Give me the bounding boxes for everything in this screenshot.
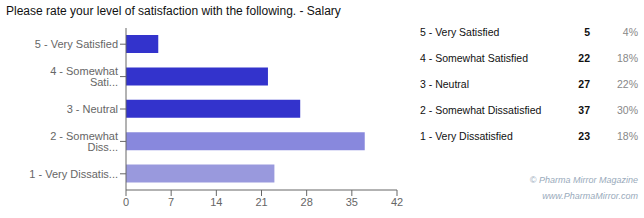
html-text:1 - Very Dissatisfied: 1 - Very Dissatisfied [420,130,513,142]
svg-text:21: 21 [255,196,267,208]
svg-text:0: 0 [123,196,129,208]
html-text:5: 5 [584,26,590,38]
svg-text:28: 28 [301,196,313,208]
html-text:18%: 18% [617,52,638,64]
svg-text:35: 35 [346,196,358,208]
html-text:© Pharma Mirror Magazine: © Pharma Mirror Magazine [529,175,638,185]
html-text:5 - Very Satisfied: 5 - Very Satisfied [420,26,500,38]
svg-text:3 - Neutral: 3 - Neutral [67,103,118,115]
html-text:23: 23 [578,130,590,142]
svg-text:2 - SomewhatDiss...: 2 - SomewhatDiss... [50,130,118,153]
html-text:www.PharmaMirror.com: www.PharmaMirror.com [542,191,638,201]
html-text:4 - Somewhat Satisfied: 4 - Somewhat Satisfied [420,52,528,64]
html-text:18%: 18% [617,130,638,142]
html-text:3 - Neutral: 3 - Neutral [420,78,469,90]
html-text:37: 37 [578,104,590,116]
html-text:2 - Somewhat Dissatisfied: 2 - Somewhat Dissatisfied [420,104,542,116]
html-text:4%: 4% [622,26,638,38]
svg-text:5 - Very Satisfied: 5 - Very Satisfied [35,38,118,50]
html-text:30%: 30% [617,104,638,116]
svg-text:1 - Very Dissatis...: 1 - Very Dissatis... [29,168,118,180]
html-text:22%: 22% [617,78,638,90]
svg-text:4 - SomewhatSati...: 4 - SomewhatSati... [50,65,118,88]
html-text:Please rate your level of sati: Please rate your level of satisfaction w… [6,4,341,18]
svg-text:42: 42 [391,196,403,208]
html-text:22: 22 [578,52,590,64]
svg-text:14: 14 [210,196,222,208]
html-text:27: 27 [578,78,590,90]
svg-text:7: 7 [168,196,174,208]
